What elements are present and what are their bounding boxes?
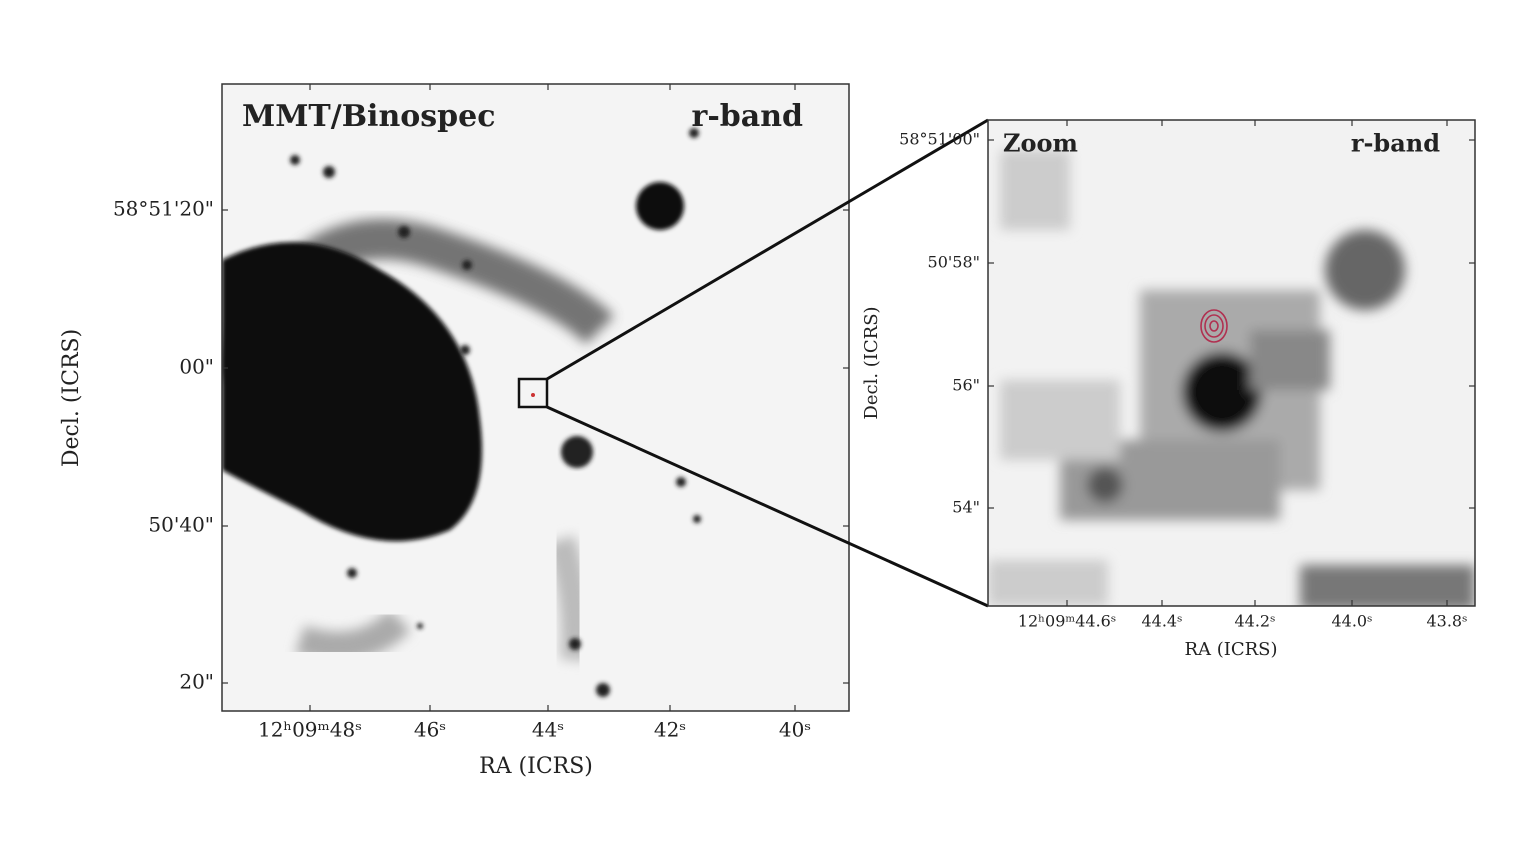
panel-title: MMT/Binospec xyxy=(242,99,496,134)
x-tick-label: 12ʰ09ᵐ44.6ˢ xyxy=(1018,612,1116,631)
right-frame xyxy=(987,119,1476,607)
zoom-line xyxy=(546,118,989,381)
y-tick-label: 50'40" xyxy=(148,513,214,537)
panel-title: Zoom xyxy=(1003,129,1078,158)
zoom-box xyxy=(517,377,549,409)
y-tick-label: 58°51'20" xyxy=(113,197,214,221)
band-label: r-band xyxy=(1351,129,1440,158)
x-tick-label: 44.4ˢ xyxy=(1141,612,1182,631)
x-tick-label: 43.8ˢ xyxy=(1426,612,1467,631)
band-label: r-band xyxy=(692,99,803,134)
left-image xyxy=(222,84,849,711)
x-tick-label: 44.2ˢ xyxy=(1234,612,1275,631)
x-tick-label: 46ˢ xyxy=(414,718,446,742)
y-axis-label: Decl. (ICRS) xyxy=(861,306,882,419)
zoom-line xyxy=(546,405,989,608)
contours xyxy=(1200,309,1228,343)
ticks: 58°51'20" 00" 50'40" 20" 12ʰ09ᵐ48ˢ 46ˢ 44ˢ 42ˢ 4… xyxy=(113,84,1475,742)
x-tick-label: 12ʰ09ᵐ48ˢ xyxy=(258,718,362,742)
x-tick-label: 42ˢ xyxy=(654,718,686,742)
y-tick-label: 54" xyxy=(952,498,980,517)
left-frame xyxy=(221,83,850,712)
y-tick-label: 58°51'00" xyxy=(899,130,980,149)
x-tick-label: 44ˢ xyxy=(532,718,564,742)
y-axis-label: Decl. (ICRS) xyxy=(59,329,84,467)
y-tick-label: 50'58" xyxy=(928,253,980,272)
x-axis-label: RA (ICRS) xyxy=(1184,639,1277,660)
x-axis-label: RA (ICRS) xyxy=(479,754,593,779)
y-tick-label: 00" xyxy=(179,355,214,379)
y-tick-label: 20" xyxy=(179,670,214,694)
y-tick-label: 56" xyxy=(952,376,980,395)
source-marker xyxy=(531,393,535,397)
right-image xyxy=(988,120,1475,606)
x-tick-label: 44.0ˢ xyxy=(1331,612,1372,631)
x-tick-label: 40ˢ xyxy=(779,718,811,742)
